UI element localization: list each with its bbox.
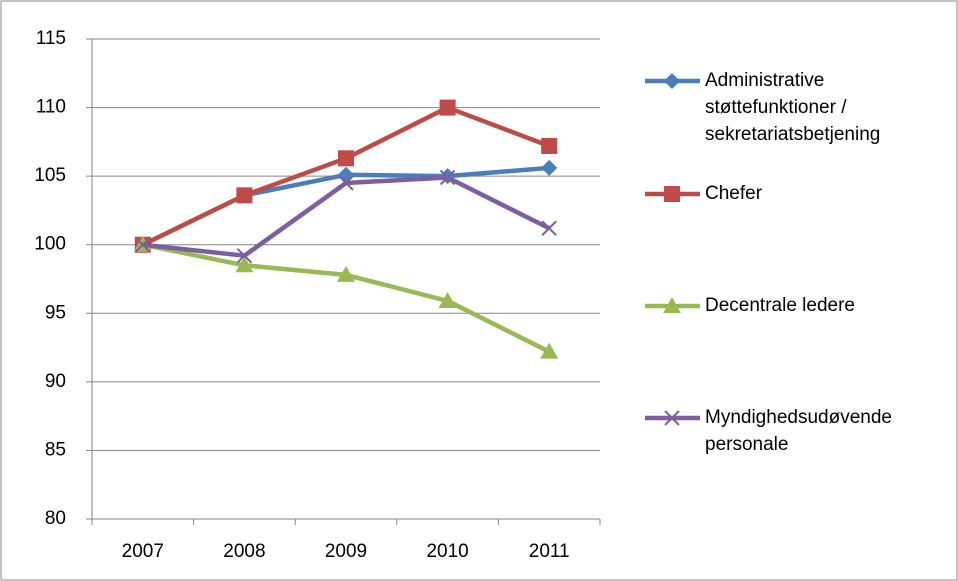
- marker: [438, 291, 457, 308]
- marker: [439, 99, 456, 116]
- y-tick-label: 90: [45, 371, 66, 392]
- y-tick-label: 80: [45, 508, 66, 529]
- marker: [541, 159, 558, 176]
- x-tick-label: 2010: [426, 541, 468, 562]
- legend-label: Administrative støttefunktioner / sekret…: [705, 70, 881, 145]
- marker: [337, 265, 355, 282]
- x-tick-label: 2011: [529, 541, 570, 562]
- marker: [236, 187, 253, 204]
- x-tick-label: 2009: [325, 541, 367, 562]
- y-tick-label: 105: [34, 165, 66, 186]
- y-tick-label: 115: [36, 28, 66, 49]
- y-tick-label: 95: [45, 302, 66, 323]
- y-tick-label: 100: [34, 234, 66, 255]
- marker: [135, 237, 151, 253]
- legend-label: Myndighedsudøvende personale: [705, 407, 892, 455]
- x-tick-label: 2008: [223, 541, 265, 562]
- marker: [338, 175, 354, 191]
- marker: [439, 169, 456, 186]
- marker: [541, 220, 557, 236]
- marker: [540, 342, 559, 359]
- marker: [236, 247, 253, 264]
- marker: [541, 137, 558, 154]
- x-tick-label: 2007: [122, 541, 164, 562]
- marker: [664, 73, 680, 89]
- legend-label: Chefer: [705, 183, 763, 204]
- marker: [338, 150, 354, 167]
- legend-marker: [664, 410, 680, 426]
- legend-marker: [663, 297, 681, 313]
- marker: [235, 256, 254, 273]
- legend-marker: [664, 73, 680, 89]
- y-tick-label: 110: [36, 97, 66, 118]
- legend-marker: [664, 186, 680, 202]
- marker: [664, 410, 680, 426]
- marker: [663, 297, 681, 313]
- legend-label: Decentrale ledere: [705, 295, 855, 316]
- y-tick-label: 85: [45, 439, 66, 460]
- marker: [664, 186, 680, 202]
